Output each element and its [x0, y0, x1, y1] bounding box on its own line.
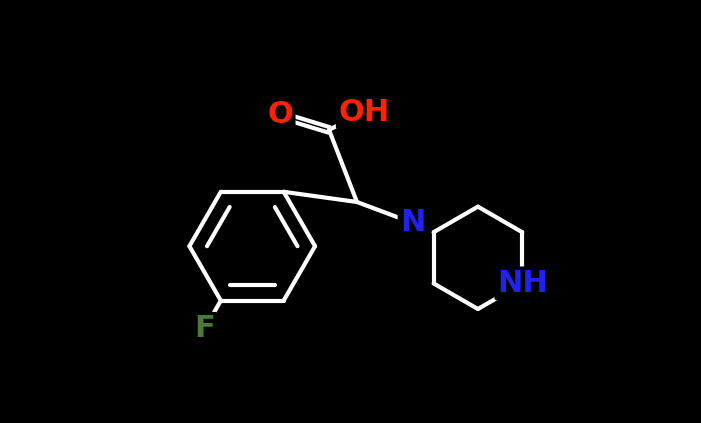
Text: F: F — [194, 314, 215, 343]
Text: N: N — [400, 209, 426, 237]
Text: NH: NH — [497, 269, 547, 298]
Text: OH: OH — [339, 98, 390, 126]
Text: O: O — [267, 101, 293, 129]
